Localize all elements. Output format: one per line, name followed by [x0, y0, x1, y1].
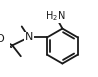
Text: H$_2$N: H$_2$N	[45, 9, 65, 23]
Text: O: O	[0, 34, 4, 44]
Text: N: N	[25, 32, 33, 42]
